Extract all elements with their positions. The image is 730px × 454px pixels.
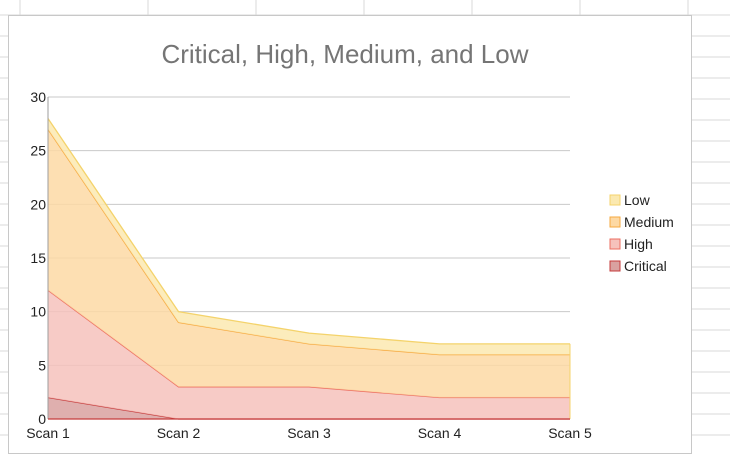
y-tick-label: 30 <box>30 89 46 105</box>
legend-label-critical: Critical <box>624 258 667 274</box>
axes: 0 5 10 15 20 25 30 Scan 1 Scan 2 Scan 3 Scan 4 Scan… <box>26 89 592 441</box>
legend-swatch-high <box>609 238 621 250</box>
x-tick-label: Scan 1 <box>26 425 70 441</box>
legend-swatch-critical <box>609 260 621 272</box>
x-tick-label: Scan 2 <box>157 425 201 441</box>
chart-title: Critical, High, Medium, and Low <box>161 39 528 69</box>
y-tick-label: 15 <box>30 250 46 266</box>
legend-swatch-low <box>609 194 621 206</box>
y-tick-label: 25 <box>30 143 46 159</box>
y-tick-label: 20 <box>30 196 46 212</box>
y-tick-label: 0 <box>38 411 46 427</box>
series-line-low <box>47 118 570 345</box>
legend-swatch-medium <box>609 216 621 228</box>
legend-label-low: Low <box>624 192 651 208</box>
y-tick-label: 5 <box>38 357 46 373</box>
x-tick-label: Scan 5 <box>548 425 592 441</box>
legend-label-high: High <box>624 236 653 252</box>
area-medium <box>48 129 570 398</box>
legend-label-medium: Medium <box>624 214 674 230</box>
area-series <box>47 118 571 420</box>
area-critical <box>48 397 570 419</box>
y-tick-label: 10 <box>30 304 46 320</box>
legend: Low Medium High Critical <box>609 192 674 274</box>
x-tick-label: Scan 4 <box>418 425 462 441</box>
x-tick-label: Scan 3 <box>287 425 331 441</box>
